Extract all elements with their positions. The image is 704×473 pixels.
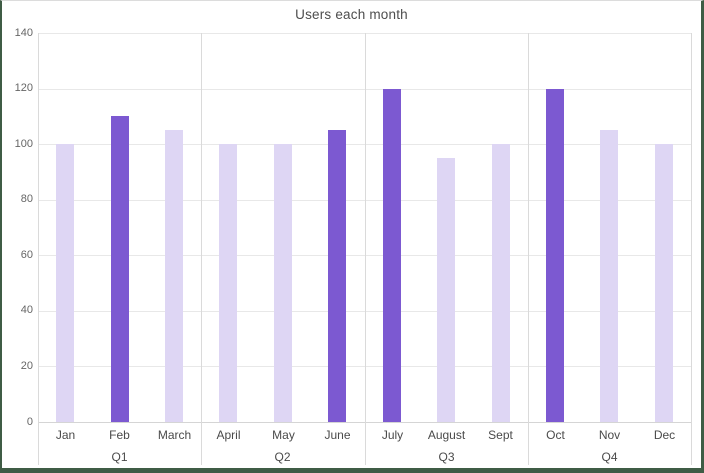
month-label: Feb (109, 428, 130, 442)
y-axis-tick-label: 80 (20, 193, 33, 205)
y-axis-tick-label: 0 (26, 416, 33, 428)
month-label: Sept (488, 428, 513, 442)
bar-highlighted (111, 116, 129, 422)
quarter-label: Q3 (438, 450, 455, 464)
x-axis-line (38, 422, 691, 423)
bar (56, 144, 74, 422)
month-label: Jan (55, 428, 76, 442)
bar (655, 144, 673, 422)
gridline (38, 255, 691, 256)
y-axis-tick-label: 140 (14, 27, 33, 39)
month-label: July (381, 428, 404, 442)
bar (165, 130, 183, 422)
bar (219, 144, 237, 422)
bar-highlighted (383, 89, 401, 422)
y-axis-tick-label: 120 (14, 82, 33, 94)
bar (437, 158, 455, 422)
gridline (38, 89, 691, 90)
month-label: June (324, 428, 351, 442)
month-label: Dec (653, 428, 676, 442)
quarter-label: Q2 (274, 450, 291, 464)
chart-title: Users each month (295, 7, 408, 22)
month-label: Nov (598, 428, 621, 442)
bar (274, 144, 292, 422)
bar-highlighted (546, 89, 564, 422)
month-label: March (157, 428, 192, 442)
gridline (38, 200, 691, 201)
quarter-separator-line (201, 33, 202, 465)
month-label: August (427, 428, 466, 442)
month-label: April (216, 428, 241, 442)
gridline (38, 366, 691, 367)
y-axis-tick-label: 100 (14, 138, 33, 150)
y-axis-tick-label: 40 (20, 304, 33, 316)
gridline (38, 144, 691, 145)
y-axis-tick-label: 20 (20, 360, 33, 372)
bar (600, 130, 618, 422)
y-axis-tick-label: 60 (20, 249, 33, 261)
gridline (38, 33, 691, 34)
quarter-separator-line (365, 33, 366, 465)
gridline (38, 311, 691, 312)
plot-right-border (691, 33, 692, 465)
quarter-separator-line (528, 33, 529, 465)
month-label: May (272, 428, 295, 442)
bar-highlighted (328, 130, 346, 422)
y-axis-line (38, 33, 39, 465)
quarter-label: Q4 (601, 450, 618, 464)
month-label: Oct (546, 428, 565, 442)
quarter-label: Q1 (111, 450, 128, 464)
bar (492, 144, 510, 422)
